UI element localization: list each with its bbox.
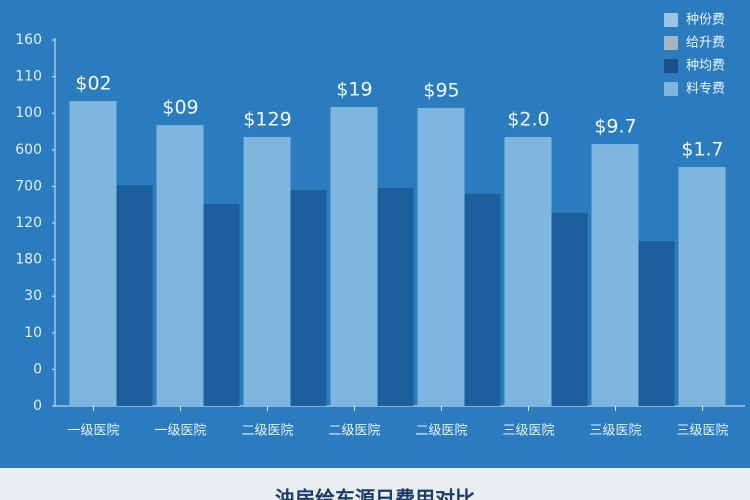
bar	[464, 193, 501, 406]
y-tick-label: 120	[15, 215, 42, 231]
annotation: $2.0	[507, 108, 549, 130]
annotation: $1.7	[681, 138, 723, 160]
annotation: $9.7	[594, 116, 636, 138]
y-tick-label: 100	[15, 105, 42, 121]
legend-swatch	[664, 36, 678, 50]
y-tick-label: 700	[15, 178, 42, 194]
y-tick-label: 110	[15, 69, 42, 85]
annotation: $09	[162, 97, 198, 119]
legend-label: 种均费	[686, 59, 725, 74]
x-tick-label: 二级医院	[328, 424, 380, 439]
bar	[330, 107, 378, 407]
bar	[417, 107, 465, 406]
y-tick-label: 160	[15, 32, 42, 48]
chart-title: 浊房给东源日费用对比	[275, 487, 475, 500]
y-tick-label: 30	[24, 288, 42, 304]
y-tick-label: 180	[15, 252, 42, 268]
legend-swatch	[664, 59, 678, 73]
bar	[203, 204, 240, 406]
bar	[243, 136, 291, 407]
legend-label: 给升费	[686, 36, 725, 51]
annotation: $19	[336, 79, 372, 101]
bar	[69, 101, 117, 407]
x-tick-label: 一级医院	[154, 424, 206, 439]
bar	[290, 190, 327, 406]
bar	[591, 144, 639, 407]
legend-label: 种份费	[686, 13, 725, 28]
bar	[116, 185, 153, 406]
y-tick-label: 0	[33, 398, 42, 414]
bar	[156, 125, 204, 406]
annotation: $95	[423, 79, 459, 101]
title-strip	[0, 468, 750, 500]
legend-label: 料专费	[686, 82, 725, 97]
x-tick-label: 一级医院	[67, 424, 119, 439]
y-tick-label: 10	[24, 325, 42, 341]
bar	[638, 241, 675, 406]
bar	[377, 188, 414, 406]
x-tick-label: 二级医院	[241, 424, 293, 439]
legend-swatch	[664, 13, 678, 27]
x-tick-label: 二级医院	[415, 424, 467, 439]
y-tick-label: 0	[33, 361, 42, 377]
y-tick-label: 600	[15, 142, 42, 158]
x-tick-label: 三级医院	[589, 424, 641, 439]
bar	[551, 212, 588, 406]
x-tick-label: 三级医院	[676, 424, 728, 439]
annotation: $129	[243, 108, 291, 130]
annotation: $02	[75, 73, 111, 95]
bar	[504, 136, 552, 407]
legend-swatch	[664, 82, 678, 96]
bar	[678, 166, 726, 406]
x-tick-label: 三级医院	[502, 424, 554, 439]
